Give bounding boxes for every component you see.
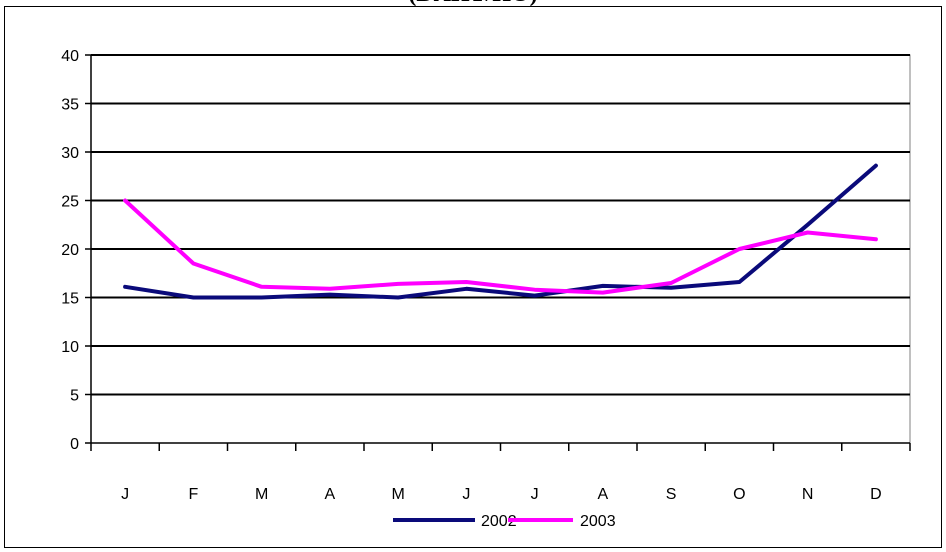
axes: 0 5 10 15 20 25 30 35 40 J F M A M J J A S O N D xyxy=(61,48,911,503)
y-tick-label: 0 xyxy=(70,436,79,453)
y-tick-label: 40 xyxy=(61,48,79,65)
series-line-2003 xyxy=(123,198,878,295)
y-tick-label: 5 xyxy=(70,388,79,405)
x-tick-label: M xyxy=(255,486,268,503)
legend: 2002 2003 xyxy=(393,513,616,530)
y-tick-label: 10 xyxy=(61,339,79,356)
x-tick-label: F xyxy=(188,486,198,503)
x-tick-label: J xyxy=(531,486,539,503)
x-tick-label: N xyxy=(802,486,814,503)
x-tick-label: J xyxy=(121,486,129,503)
series-lines xyxy=(123,163,878,300)
y-tick-label: 30 xyxy=(61,145,79,162)
series-line-2002 xyxy=(123,163,878,300)
y-tick-label: 35 xyxy=(61,97,79,114)
y-tick-label: 15 xyxy=(61,291,79,308)
legend-label: 2002 xyxy=(481,513,517,530)
y-tick-label: 25 xyxy=(61,194,79,211)
x-tick-label: D xyxy=(870,486,882,503)
x-tick-label: A xyxy=(325,486,336,503)
legend-label: 2003 xyxy=(580,513,616,530)
grid-lines xyxy=(90,54,911,444)
x-tick-label: A xyxy=(598,486,609,503)
y-tick-label: 20 xyxy=(61,242,79,259)
chart-frame xyxy=(4,6,942,548)
x-tick-label: O xyxy=(733,486,745,503)
x-tick-label: S xyxy=(666,486,677,503)
chart-title: (DAHT/HO) xyxy=(0,0,946,8)
x-tick-label: M xyxy=(391,486,404,503)
x-tick-label: J xyxy=(462,486,470,503)
